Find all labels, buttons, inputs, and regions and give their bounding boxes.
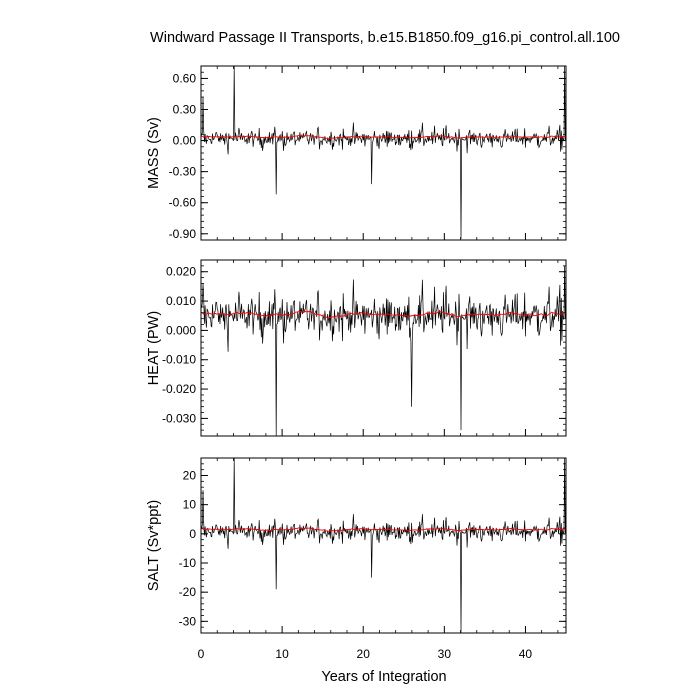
y-tick-label: 10 — [183, 498, 197, 512]
series-raw-line — [201, 458, 566, 633]
y-axis-title: HEAT (PW) — [146, 311, 162, 385]
chart-title: Windward Passage II Transports, b.e15.B1… — [150, 30, 620, 46]
y-tick-label: 0.000 — [166, 323, 196, 337]
y-tick-label: 0.00 — [173, 134, 197, 148]
y-axis-title: SALT (Sv*ppt) — [146, 500, 162, 591]
x-axis-title: Years of Integration — [321, 669, 446, 685]
panel-frame — [200, 65, 567, 241]
y-tick-label: -0.90 — [169, 227, 197, 241]
y-axis-title: MASS (Sv) — [146, 117, 162, 189]
panel-frame — [200, 259, 567, 437]
x-tick-label: 10 — [275, 647, 289, 661]
panels: 0.60 0.30 0.00 -0.30 -0.60 -0.90 MASS (Sv) 0.02… — [146, 65, 567, 661]
panel-3: 20 10 0 -10 -20 -30 SALT (Sv*ppt) — [146, 457, 567, 634]
x-tick-label: 20 — [357, 647, 371, 661]
y-tick-label: 0.30 — [173, 103, 197, 117]
y-tick-label: 20 — [183, 469, 197, 483]
y-tick-label: -0.30 — [169, 165, 197, 179]
series-smoothed-line — [201, 527, 566, 532]
panel-2: 0.020 0.010 0.000 -0.010 -0.020 -0.030 HEAT (P… — [146, 259, 567, 437]
y-tick-label: -20 — [179, 585, 197, 599]
x-tick-label: 30 — [438, 647, 452, 661]
y-tick-label: -0.020 — [162, 382, 196, 396]
y-tick-label: -10 — [179, 556, 197, 570]
y-tick-label: -0.60 — [169, 196, 197, 210]
x-tick-label: 0 — [198, 647, 205, 661]
x-tick-label: 40 — [519, 647, 533, 661]
series-raw-line — [201, 265, 566, 436]
y-tick-label: 0.020 — [166, 265, 196, 279]
y-tick-label: -0.030 — [162, 411, 196, 425]
series-raw-line — [201, 66, 566, 240]
series-smoothed-line — [201, 135, 566, 140]
y-tick-label: 0 — [189, 527, 196, 541]
y-tick-label: -0.010 — [162, 353, 196, 367]
series-smoothed-line — [201, 310, 566, 319]
y-tick-label: -30 — [179, 614, 197, 628]
panel-frame — [200, 457, 567, 634]
y-tick-label: 0.010 — [166, 294, 196, 308]
y-tick-label: 0.60 — [173, 71, 197, 85]
panel-1: 0.60 0.30 0.00 -0.30 -0.60 -0.90 MASS (Sv) — [146, 65, 567, 241]
